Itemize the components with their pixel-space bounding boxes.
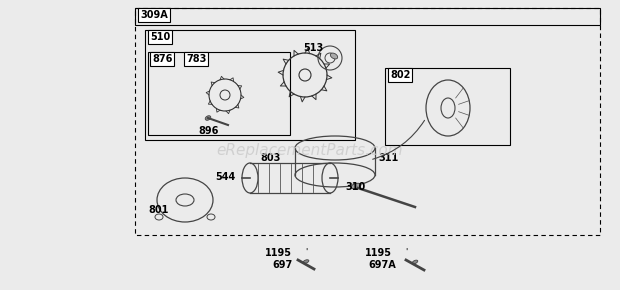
Text: 697: 697 [272, 260, 292, 270]
Ellipse shape [330, 53, 338, 59]
Text: 310: 310 [345, 182, 365, 192]
Text: 513: 513 [303, 43, 323, 53]
Text: ': ' [305, 248, 308, 257]
Text: 876: 876 [152, 54, 172, 64]
Bar [135, 8, 600, 235]
Bar [385, 68, 510, 145]
Text: 697A: 697A [368, 260, 396, 270]
Bar [145, 30, 355, 140]
Text: 311: 311 [378, 153, 398, 163]
Text: 1195: 1195 [265, 248, 292, 258]
Ellipse shape [412, 260, 418, 264]
Bar [148, 52, 290, 135]
Text: 544: 544 [215, 172, 235, 182]
Text: eReplacementParts.com: eReplacementParts.com [216, 143, 404, 158]
Text: 783: 783 [186, 54, 206, 64]
Text: 1195: 1195 [365, 248, 392, 258]
Ellipse shape [205, 116, 211, 120]
Text: 896: 896 [198, 126, 218, 136]
Text: 803: 803 [260, 153, 280, 163]
Text: 510: 510 [150, 32, 170, 42]
Ellipse shape [303, 260, 309, 263]
Bar [135, 8, 600, 25]
Ellipse shape [351, 183, 361, 189]
Text: 309A: 309A [140, 10, 168, 20]
Text: 801: 801 [148, 205, 169, 215]
Text: ': ' [405, 248, 407, 257]
Text: 802: 802 [390, 70, 410, 80]
